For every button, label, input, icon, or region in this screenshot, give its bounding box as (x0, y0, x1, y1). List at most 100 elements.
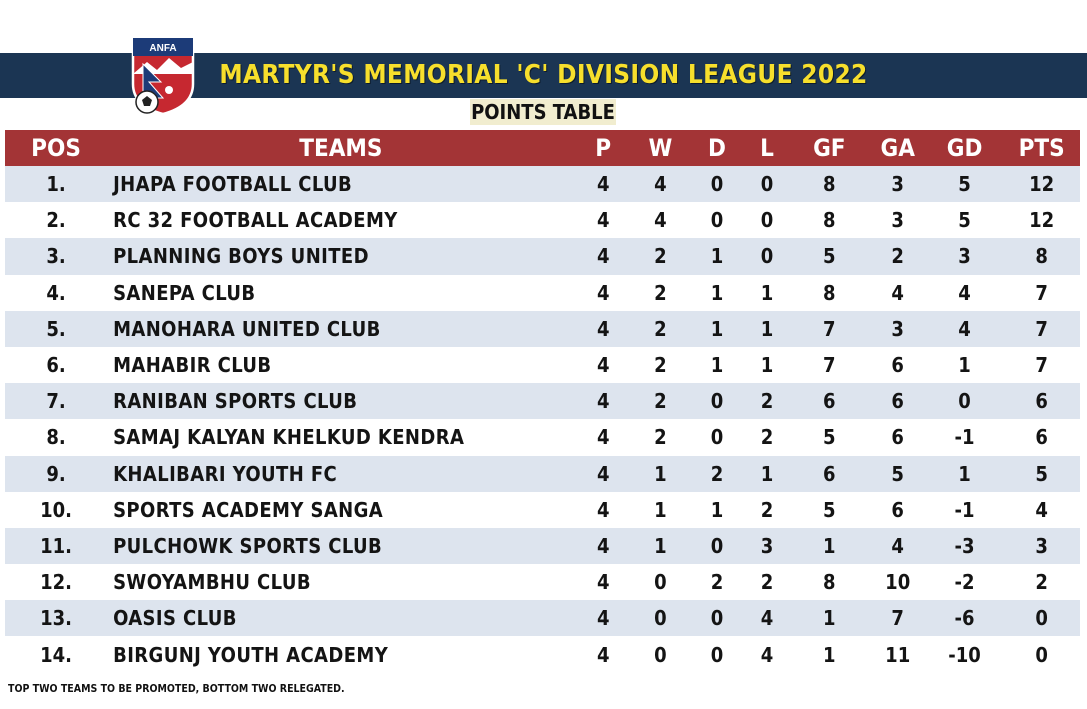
cell-pts: 12 (1003, 166, 1080, 203)
cell-ga: 4 (869, 274, 926, 311)
cell-d: 0 (688, 600, 746, 637)
cell-gd: 1 (925, 455, 1004, 492)
cell-ga: 3 (869, 166, 926, 203)
cell-d: 1 (688, 274, 746, 311)
cell-gd: 0 (925, 383, 1004, 420)
table-row: 7. RANIBAN SPORTS CLUB 4 2 0 2 6 6 0 6 (5, 383, 1080, 420)
cell-gf: 1 (788, 636, 870, 673)
cell-gd: 5 (925, 202, 1004, 239)
anfa-crest-icon: ANFA (129, 34, 197, 116)
cell-team: SPORTS ACADEMY SANGA (107, 491, 575, 528)
cell-pos: 11. (5, 527, 108, 565)
cell-gf: 8 (788, 166, 870, 203)
cell-l: 2 (745, 491, 789, 528)
cell-gd: -1 (925, 419, 1004, 456)
table-row: 14. BIRGUNJ YOUTH ACADEMY 4 0 0 4 1 11 -10 0 (5, 636, 1080, 673)
cell-d: 1 (688, 310, 746, 347)
cell-d: 0 (688, 166, 746, 203)
cell-pos: 8. (5, 419, 108, 456)
cell-p: 4 (574, 383, 632, 420)
cell-w: 1 (631, 491, 689, 528)
cell-p: 4 (574, 600, 632, 637)
cell-ga: 10 (869, 564, 926, 601)
table-row: 4. SANEPA CLUB 4 2 1 1 8 4 4 7 (5, 274, 1080, 311)
cell-ga: 6 (869, 346, 926, 384)
cell-team: KHALIBARI YOUTH FC (107, 455, 575, 492)
cell-l: 1 (745, 274, 789, 311)
cell-gf: 5 (788, 491, 870, 528)
cell-gd: 4 (925, 274, 1004, 311)
cell-pts: 6 (1003, 383, 1080, 420)
cell-w: 4 (631, 202, 689, 239)
table-row: 1. JHAPA FOOTBALL CLUB 4 4 0 0 8 3 5 12 (5, 166, 1080, 203)
cell-w: 1 (631, 455, 689, 492)
cell-l: 4 (745, 600, 789, 637)
cell-gf: 5 (788, 419, 870, 456)
cell-gf: 5 (788, 238, 870, 275)
cell-ga: 6 (869, 491, 926, 528)
table-row: 11. PULCHOWK SPORTS CLUB 4 1 0 3 1 4 -3 3 (5, 527, 1080, 565)
cell-l: 0 (745, 166, 789, 203)
cell-gf: 7 (788, 346, 870, 384)
cell-team: SANEPA CLUB (107, 274, 575, 311)
cell-d: 0 (688, 383, 746, 420)
cell-l: 0 (745, 238, 789, 275)
cell-gd: -10 (925, 636, 1004, 673)
cell-pts: 0 (1003, 636, 1080, 673)
cell-gd: 1 (925, 346, 1004, 384)
table-row: 5. MANOHARA UNITED CLUB 4 2 1 1 7 3 4 7 (5, 310, 1080, 347)
cell-ga: 2 (869, 238, 926, 275)
cell-gf: 7 (788, 310, 870, 347)
cell-p: 4 (574, 238, 632, 275)
cell-team: SAMAJ KALYAN KHELKUD KENDRA (107, 419, 575, 456)
footnote: TOP TWO TEAMS TO BE PROMOTED, BOTTOM TWO… (8, 683, 345, 695)
cell-pos: 13. (5, 600, 108, 637)
cell-ga: 6 (869, 419, 926, 456)
cell-p: 4 (574, 346, 632, 384)
cell-gd: 4 (925, 310, 1004, 347)
cell-gd: -6 (925, 600, 1004, 637)
cell-d: 0 (688, 419, 746, 456)
cell-l: 1 (745, 346, 789, 384)
cell-ga: 3 (869, 310, 926, 347)
subtitle-points-table: POINTS TABLE (470, 99, 616, 125)
cell-p: 4 (574, 564, 632, 601)
col-header-gd: GD (925, 130, 1004, 166)
cell-d: 1 (688, 238, 746, 275)
cell-l: 1 (745, 310, 789, 347)
cell-ga: 7 (869, 600, 926, 637)
cell-pts: 3 (1003, 527, 1080, 565)
cell-team: OASIS CLUB (107, 600, 575, 637)
cell-pos: 3. (5, 238, 108, 275)
cell-p: 4 (574, 491, 632, 528)
cell-pts: 5 (1003, 455, 1080, 492)
cell-pts: 7 (1003, 346, 1080, 384)
col-header-pts: PTS (1003, 130, 1080, 166)
table-row: 8. SAMAJ KALYAN KHELKUD KENDRA 4 2 0 2 5 6 -1 6 (5, 419, 1080, 456)
cell-team: SWOYAMBHU CLUB (107, 564, 575, 601)
logo-text: ANFA (149, 43, 176, 54)
cell-gf: 1 (788, 600, 870, 637)
cell-w: 2 (631, 238, 689, 275)
col-header-d: D (688, 130, 746, 166)
cell-gd: -1 (925, 491, 1004, 528)
cell-gd: 3 (925, 238, 1004, 275)
cell-ga: 5 (869, 455, 926, 492)
cell-team: MAHABIR CLUB (107, 346, 575, 384)
cell-pos: 4. (5, 274, 108, 311)
table-row: 2. RC 32 FOOTBALL ACADEMY 4 4 0 0 8 3 5 12 (5, 202, 1080, 239)
cell-l: 2 (745, 564, 789, 601)
table-row: 10. SPORTS ACADEMY SANGA 4 1 1 2 5 6 -1 4 (5, 491, 1080, 528)
cell-ga: 11 (869, 636, 926, 673)
cell-p: 4 (574, 310, 632, 347)
cell-pos: 10. (5, 491, 108, 528)
cell-gf: 6 (788, 455, 870, 492)
table-row: 9. KHALIBARI YOUTH FC 4 1 2 1 6 5 1 5 (5, 455, 1080, 492)
cell-pts: 2 (1003, 564, 1080, 601)
table-row: 12. SWOYAMBHU CLUB 4 0 2 2 8 10 -2 2 (5, 564, 1080, 601)
cell-ga: 4 (869, 527, 926, 565)
cell-team: MANOHARA UNITED CLUB (107, 310, 575, 347)
table-row: 13. OASIS CLUB 4 0 0 4 1 7 -6 0 (5, 600, 1080, 637)
cell-w: 0 (631, 564, 689, 601)
cell-d: 0 (688, 636, 746, 673)
